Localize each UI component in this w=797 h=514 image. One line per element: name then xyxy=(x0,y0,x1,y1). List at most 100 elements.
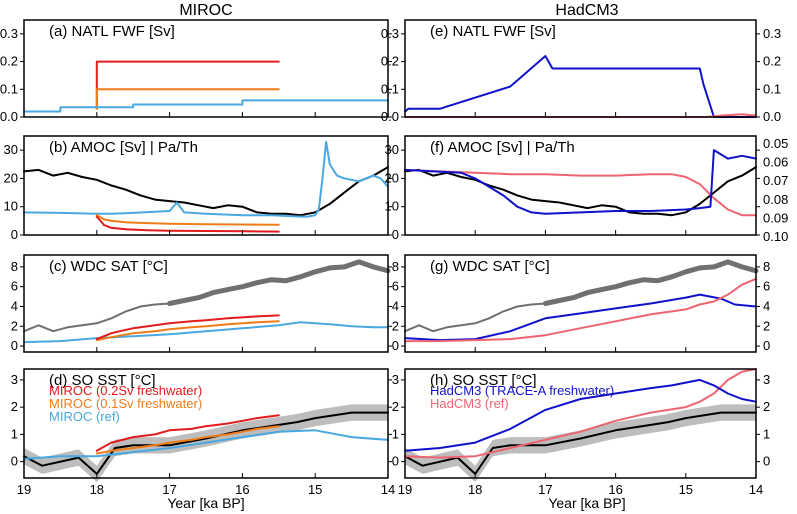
panel-h-frame xyxy=(404,368,757,479)
panel-h-ytick-right-label: 3 xyxy=(763,372,770,387)
panel-h-legend-hadcm3-ref: HadCM3 (ref) xyxy=(430,396,509,411)
panel-f-ytick-label: 30 xyxy=(385,142,399,157)
panel-d-xtick-label: 15 xyxy=(308,482,322,497)
panel-c-line-wdc xyxy=(23,302,171,333)
panel-d-xtick-label: 18 xyxy=(90,482,104,497)
panel-c-title: (c) WDC SAT [°C] xyxy=(49,258,168,275)
column-title-miroc: MIROC xyxy=(179,2,232,19)
panel-d-xtick-label: 19 xyxy=(17,482,31,497)
panel-a-line-miroc-0-1sv-freshwater xyxy=(95,88,280,110)
panel-d-ytick-label: 0 xyxy=(11,454,18,469)
panel-a-ytick-label: 0.0 xyxy=(0,109,18,124)
panel-d-xtick-label: 16 xyxy=(235,482,249,497)
panel-g-ytick-right-label: 4 xyxy=(763,298,770,313)
panel-f-ytick-right-label: 0.06 xyxy=(763,155,788,170)
panel-c-ytick-label: 2 xyxy=(11,318,18,333)
x-axis-label-miroc: Year [ka BP] xyxy=(167,495,244,511)
panel-a-ytick-label: 0.3 xyxy=(0,26,18,41)
panel-h-xtick-label: 16 xyxy=(608,482,622,497)
panel-h-ytick-label: 2 xyxy=(392,399,399,414)
x-axis-label-hadcm3: Year [ka BP] xyxy=(548,495,625,511)
panel-b-ytick-label: 10 xyxy=(4,199,18,214)
panel-h-ytick-label: 3 xyxy=(392,372,399,387)
panel-d-legend-miroc-0-1sv-freshwater: MIROC (0.1Sv freshwater) xyxy=(49,396,202,411)
panel-c-line-miroc-0-1sv-freshwater xyxy=(95,320,280,342)
panel-b-ytick-label: 20 xyxy=(4,170,18,185)
panel-h-xtick-label: 19 xyxy=(398,482,412,497)
panel-c-ytick-label: 0 xyxy=(11,338,18,353)
panel-b-title: (b) AMOC [Sv] | Pa/Th xyxy=(49,139,198,156)
panel-d-ytick-label: 2 xyxy=(11,399,18,414)
panel-g-ytick-label: 2 xyxy=(392,318,399,333)
panel-f-ytick-label: 10 xyxy=(385,199,399,214)
panel-f-ytick-right-label: 0.07 xyxy=(763,173,788,188)
panel-h-ytick-right-label: 1 xyxy=(763,426,770,441)
panel-c-line-miroc-ref xyxy=(23,321,389,344)
panel-a-ytick-label: 0.1 xyxy=(0,81,18,96)
panel-a-ytick-label: 0.2 xyxy=(0,54,18,69)
panel-c-ytick-label: 6 xyxy=(11,279,18,294)
panel-f-ytick-right-label: 0.10 xyxy=(763,229,788,244)
panel-h-xtick-label: 17 xyxy=(538,482,552,497)
panel-d-line-miroc-ref xyxy=(23,429,389,460)
panel-b-ytick-label: 0 xyxy=(11,227,18,242)
panel-e-ytick-label: 0.2 xyxy=(381,54,399,69)
panel-d-legend-miroc-0-2sv-freshwater: MIROC (0.2Sv freshwater) xyxy=(49,383,202,398)
panel-b-line-miroc-0-2sv-freshwater xyxy=(95,215,280,233)
panel-h-uncertainty-band xyxy=(405,404,756,483)
panel-h-ytick-right-label: 2 xyxy=(763,399,770,414)
panels: (a) NATL FWF [Sv] 0.0 0.1 0.2 0.3 (b) AMOC [S… xyxy=(0,19,788,497)
panel-f-line-hadcm3-ref xyxy=(404,168,757,217)
panel-h-ytick-right-label: 0 xyxy=(763,454,770,469)
panel-h-ytick-label: 1 xyxy=(392,426,399,441)
panel-a: (a) NATL FWF [Sv] 0.0 0.1 0.2 0.3 xyxy=(0,19,392,124)
panel-g-ytick-label: 6 xyxy=(392,279,399,294)
panel-e: (e) NATL FWF [Sv] 0.0 0.1 0.2 0.3 0.0 0.1 0.2 0.… xyxy=(381,19,781,124)
panel-e-ytick-right-label: 0.0 xyxy=(763,109,781,124)
column-title-hadcm3: HadCM3 xyxy=(555,2,618,19)
panel-g-title: (g) WDC SAT [°C] xyxy=(430,258,550,275)
panel-d-title: (d) SO SST [°C] xyxy=(49,372,156,389)
panel-h-xtick-label: 15 xyxy=(679,482,693,497)
panel-h-xtick-label: 14 xyxy=(749,482,763,497)
panel-b-frame xyxy=(23,135,389,236)
panel-h: (h) SO SST [°C] 0 1 2 3 0 1 2 3 19 18 17 16 15 14 HadCM… xyxy=(392,368,770,497)
panel-e-ytick-label: 0.3 xyxy=(381,26,399,41)
panel-f-title: (f) AMOC [Sv] | Pa/Th xyxy=(430,139,575,156)
panel-e-ytick-label: 0.0 xyxy=(381,109,399,124)
panel-g-ytick-right-label: 6 xyxy=(763,279,770,294)
panel-d: (d) SO SST [°C] 0 1 2 3 19 18 17 16 15 14 MIROC (0.… xyxy=(11,368,395,497)
panel-a-frame xyxy=(23,19,389,118)
panel-c-ytick-label: 8 xyxy=(11,259,18,274)
panel-b-line-miroc-0-1sv-freshwater xyxy=(95,214,280,226)
panel-d-frame xyxy=(23,368,389,479)
panel-e-title: (e) NATL FWF [Sv] xyxy=(430,23,556,40)
panel-g-ytick-label: 4 xyxy=(392,298,399,313)
panel-d-line-miroc-0-1sv-freshwater xyxy=(95,425,280,455)
panel-g-ytick-right-label: 2 xyxy=(763,318,770,333)
panel-e-ytick-label: 0.1 xyxy=(381,81,399,96)
panel-d-ytick-label: 3 xyxy=(11,372,18,387)
panel-g-line-hadcm3-ref xyxy=(404,277,757,343)
panel-b: (b) AMOC [Sv] | Pa/Th 0 10 20 30 xyxy=(4,135,392,242)
panel-a-line-miroc-ref xyxy=(23,99,389,113)
panel-g-ytick-right-label: 0 xyxy=(763,338,770,353)
panel-c-line-wdc-thick xyxy=(167,259,391,306)
panel-a-title: (a) NATL FWF [Sv] xyxy=(49,23,175,40)
panel-g-ytick-label: 0 xyxy=(392,338,399,353)
panel-g: (g) WDC SAT [°C] 0 2 4 6 8 0 2 4 6 8 xyxy=(392,254,770,353)
panel-c: (c) WDC SAT [°C] 0 2 4 6 8 xyxy=(11,254,392,353)
panel-d-line-so-sst-reconstruction xyxy=(23,411,389,475)
panel-d-ytick-label: 1 xyxy=(11,426,18,441)
panel-h-title: (h) SO SST [°C] xyxy=(430,372,537,389)
panel-g-frame xyxy=(404,254,757,353)
panel-e-frame xyxy=(404,19,757,118)
panel-f: (f) AMOC [Sv] | Pa/Th 0 10 20 30 0.05 0.06 0.07… xyxy=(385,135,788,244)
panel-f-line-hadcm3-trace-a-freshwater xyxy=(404,149,757,215)
panel-e-line-hadcm3-trace-a-freshwater xyxy=(404,55,757,118)
panel-f-ytick-right-label: 0.08 xyxy=(763,192,788,207)
panel-h-line-hadcm3-ref xyxy=(404,368,757,459)
panel-e-ytick-right-label: 0.1 xyxy=(763,81,781,96)
panel-f-frame xyxy=(404,135,757,236)
